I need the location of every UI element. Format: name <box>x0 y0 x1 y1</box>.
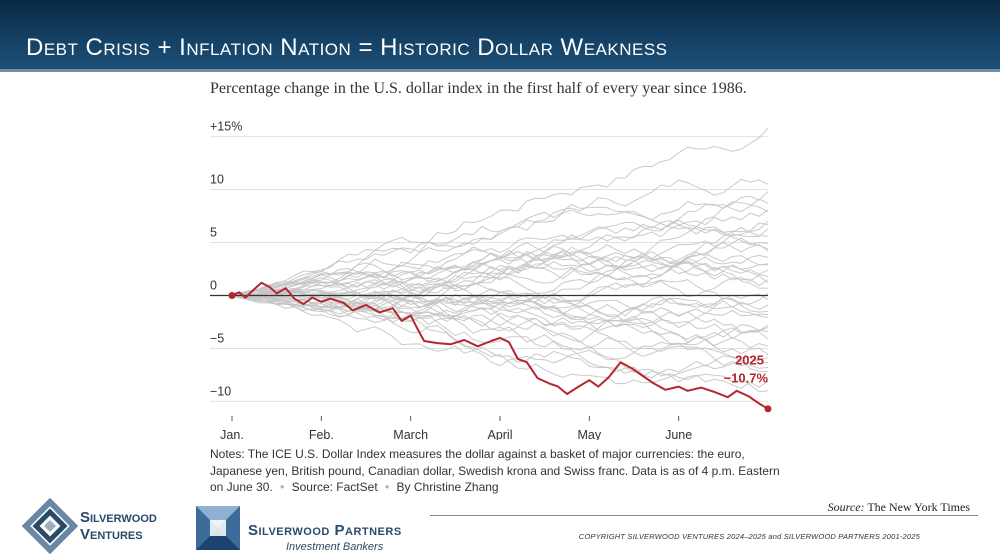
page-title: Debt Crisis + Inflation Nation = Histori… <box>26 34 668 61</box>
background-series-line <box>231 290 769 367</box>
background-series-line <box>231 201 769 296</box>
notes-text: Notes: The ICE U.S. Dollar Index measure… <box>210 447 780 494</box>
background-series-line <box>231 294 769 393</box>
logo1-line2: Ventures <box>80 526 143 543</box>
y-tick-label: 10 <box>210 173 224 187</box>
background-series-line <box>231 262 769 310</box>
copyright-text: COPYRIGHT SILVERWOOD VENTURES 2024–2025 … <box>578 532 920 541</box>
source-credit: Source: The New York Times <box>828 500 970 515</box>
logo2-name: Silverwood Partners <box>248 522 402 539</box>
background-series-line <box>231 198 769 296</box>
title-bar: Debt Crisis + Inflation Nation = Histori… <box>0 0 1000 72</box>
background-series-line <box>231 289 769 365</box>
separator-dot: • <box>385 480 390 494</box>
y-tick-label: 5 <box>210 226 217 240</box>
background-series-line <box>231 277 769 312</box>
y-tick-label: −10 <box>210 384 231 398</box>
logo1-line1: Silverwood <box>80 509 157 526</box>
background-series-line <box>231 295 769 319</box>
source-label: Source: <box>827 500 865 514</box>
highlight-end-value: −10.7% <box>724 370 769 385</box>
separator-dot: • <box>280 480 285 494</box>
background-series-line <box>231 209 769 296</box>
notes-source: Source: FactSet <box>291 480 378 494</box>
x-tick-label: April <box>487 428 512 440</box>
square-logo-icon <box>196 506 240 550</box>
silverwood-ventures-logo: Silverwood Ventures <box>21 497 182 558</box>
background-series-line <box>231 240 769 298</box>
highlight-series-2025 <box>231 281 769 410</box>
y-tick-label: +15% <box>210 120 242 134</box>
start-point <box>228 291 236 299</box>
x-tick-label: June <box>665 428 692 440</box>
notes-byline: By Christine Zhang <box>396 480 499 494</box>
chart-notes: Notes: The ICE U.S. Dollar Index measure… <box>210 446 780 496</box>
background-series-line <box>231 295 769 389</box>
footer-divider <box>430 515 978 516</box>
chart-title: Percentage change in the U.S. dollar ind… <box>210 80 747 97</box>
background-series-line <box>232 284 769 327</box>
background-series-line <box>231 237 769 303</box>
background-series-line <box>231 277 769 315</box>
background-series-line <box>231 251 769 296</box>
highlight-series-name: 2025 <box>735 352 764 367</box>
diamond-logo-icon <box>21 497 79 555</box>
y-tick-label: −5 <box>210 331 224 345</box>
x-tick-label: Feb. <box>309 428 334 440</box>
dollar-index-chart: +15% 10 5 0 −5 −10 Jan. Feb. March April May June 20… <box>210 120 772 440</box>
source-value: The New York Times <box>867 500 970 514</box>
logo2-subtitle: Investment Bankers <box>286 541 384 553</box>
end-point <box>764 405 772 413</box>
x-tick-label: May <box>578 428 602 440</box>
silverwood-partners-logo: Silverwood Partners Investment Bankers <box>190 500 420 560</box>
x-tick-label: Jan. <box>220 428 244 440</box>
background-series-line <box>231 295 769 379</box>
background-series-line <box>231 273 769 310</box>
x-tick-label: March <box>393 428 428 440</box>
y-tick-label: 0 <box>210 278 217 292</box>
